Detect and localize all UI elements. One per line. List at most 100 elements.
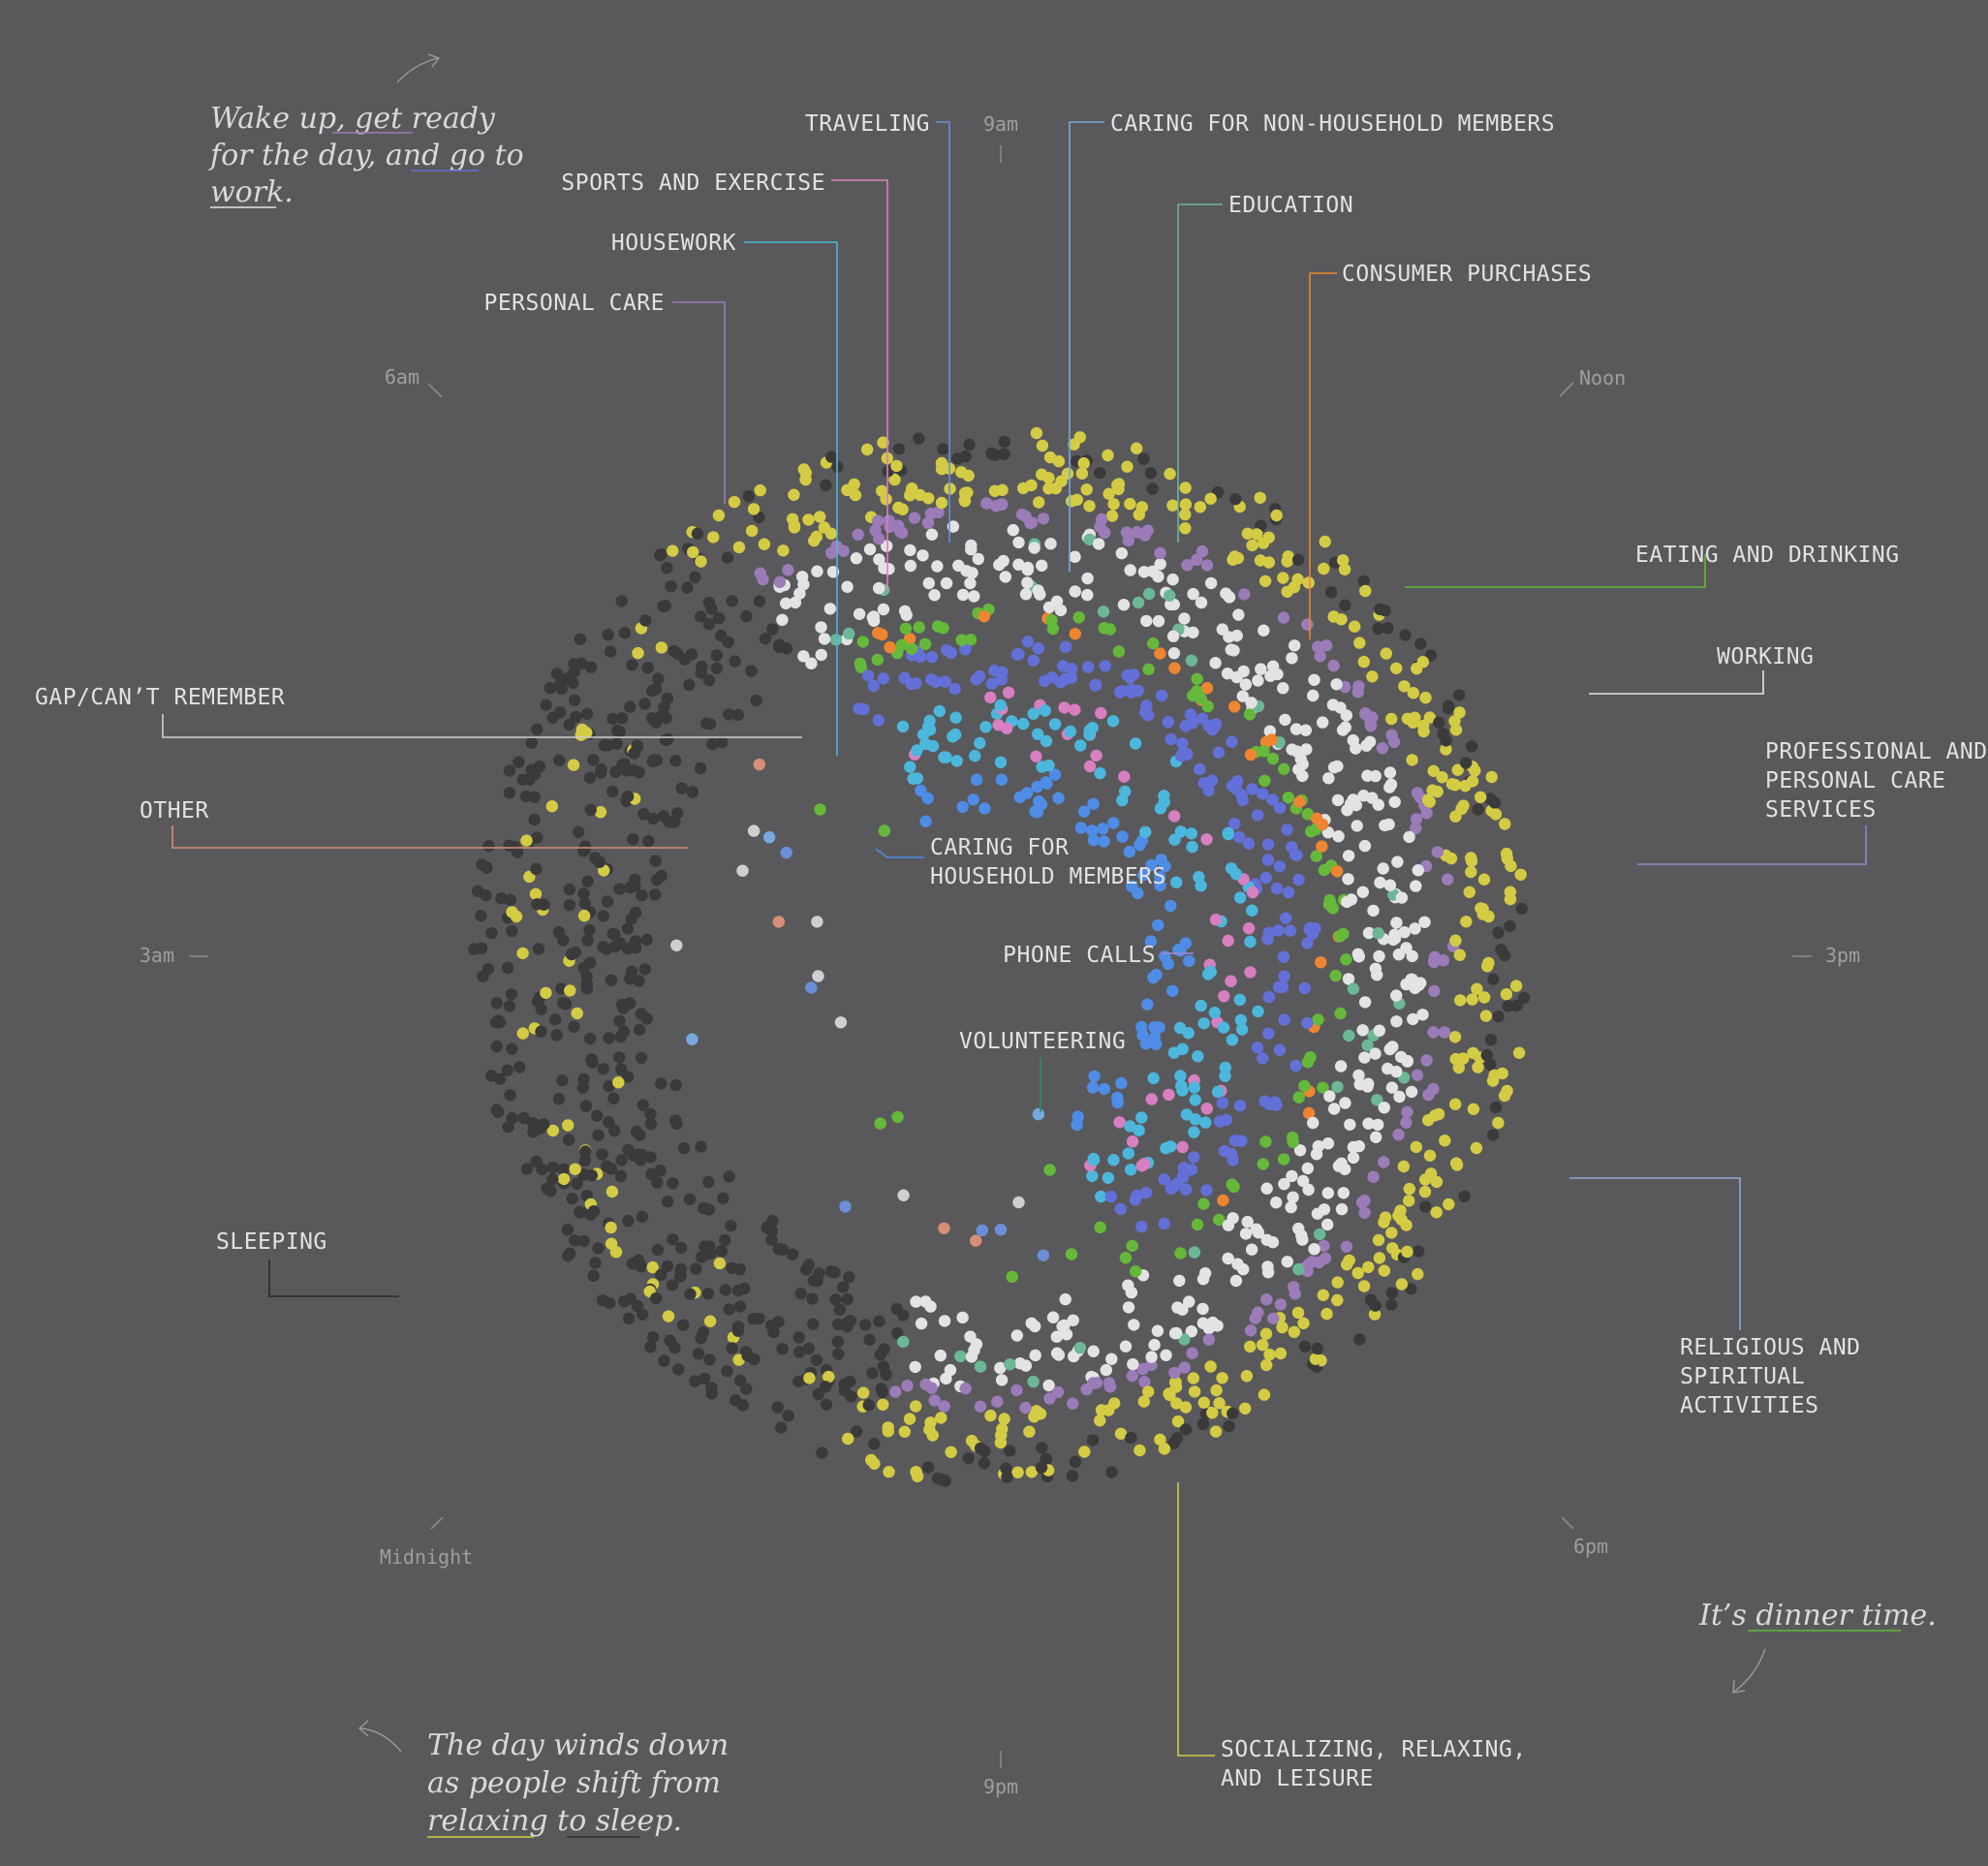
dot-2361 (841, 1292, 854, 1306)
dot-1683 (1033, 496, 1045, 509)
dot-665 (1124, 1120, 1136, 1133)
dot-2145 (1355, 1197, 1369, 1209)
dot-1390 (1395, 1278, 1409, 1291)
dot-325 (1279, 713, 1291, 727)
dot-150 (1178, 1361, 1191, 1374)
dot-412 (1102, 449, 1114, 462)
dot-1359 (1200, 1184, 1213, 1197)
dot-2578 (1052, 792, 1065, 804)
dot-1916 (841, 1320, 854, 1333)
dot-2376 (531, 723, 544, 735)
dot-2436 (965, 543, 978, 556)
dot-2329 (1036, 439, 1049, 452)
dot-1833 (503, 839, 515, 852)
dot-977 (1388, 795, 1401, 808)
dot-904 (1380, 647, 1393, 660)
dot-2458 (1078, 1446, 1091, 1458)
dot-2158 (587, 754, 600, 766)
dot-1122 (1069, 1455, 1082, 1469)
dot-2451 (1042, 472, 1055, 484)
dot-440 (1115, 1076, 1128, 1090)
dot-822 (1194, 501, 1207, 513)
dot-1979 (780, 846, 792, 859)
dot-1884 (938, 1315, 951, 1327)
dot-27 (710, 662, 724, 674)
dot-1499 (1152, 570, 1165, 583)
dot-1767 (1342, 873, 1354, 886)
dot-2226 (666, 1279, 679, 1291)
dot-2070 (910, 677, 922, 690)
dot-1919 (1176, 1303, 1189, 1316)
dot-1993 (812, 1387, 824, 1401)
dot-612 (1416, 1009, 1429, 1021)
dot-1149 (1090, 1377, 1103, 1389)
dot-2185 (1498, 949, 1511, 962)
dot-2284 (611, 724, 624, 737)
dot-636 (890, 459, 903, 473)
dot-2080 (996, 498, 1009, 511)
dot-7 (1331, 1080, 1344, 1094)
dot-2246 (1234, 891, 1247, 904)
dot-1699 (1465, 852, 1477, 864)
dot-1632 (996, 1422, 1009, 1436)
dot-1560 (1045, 614, 1058, 627)
dot-568 (1147, 1072, 1160, 1085)
dot-2266 (1489, 808, 1503, 821)
dot-1101 (578, 897, 591, 910)
dot-2559 (650, 874, 664, 886)
dot-1700 (510, 910, 523, 923)
dot-907 (563, 883, 576, 896)
dot-1564 (1504, 892, 1517, 906)
dot-1340 (638, 698, 651, 710)
dot-821 (1302, 1183, 1315, 1197)
dot-2365 (1148, 1338, 1161, 1352)
dot-1480 (823, 1370, 835, 1384)
dot-916 (938, 751, 950, 763)
dot-619 (1481, 960, 1494, 973)
dot-1729 (1331, 1293, 1344, 1307)
dot-842 (939, 675, 951, 688)
dot-2182 (659, 733, 672, 747)
dot-993 (963, 438, 976, 451)
dot-1588 (1405, 1085, 1418, 1099)
dot-1826 (904, 559, 917, 573)
dot-2098 (697, 1326, 709, 1339)
dot-1253 (994, 1361, 1007, 1375)
dot-237 (1234, 1013, 1248, 1027)
dot-1175 (1046, 1311, 1060, 1323)
dot-1684 (550, 668, 564, 680)
dot-835 (1163, 1088, 1175, 1102)
dot-2194 (1449, 1052, 1462, 1066)
dot-1426 (1273, 1043, 1287, 1056)
dot-2539 (492, 1105, 505, 1118)
dot-897 (831, 1335, 844, 1349)
dot-1132 (557, 997, 570, 1010)
dot-1505 (1377, 862, 1389, 875)
dot-917 (1137, 452, 1150, 465)
dot-1515 (733, 1300, 747, 1313)
dot-1233 (1277, 572, 1289, 584)
dot-2597 (979, 721, 992, 733)
dot-809 (1423, 1149, 1437, 1163)
dot-1018 (592, 1242, 605, 1255)
dot-1725 (922, 1461, 935, 1474)
dot-2481 (829, 1293, 842, 1306)
dot-1238 (622, 1312, 636, 1325)
dot-1045 (1145, 858, 1158, 872)
dot-1579 (544, 1185, 557, 1197)
dot-1188 (620, 764, 634, 777)
dot-1825 (1193, 871, 1205, 884)
dot-1738 (723, 708, 735, 721)
dot-2172 (1288, 1281, 1300, 1293)
dot-1908 (1242, 922, 1256, 935)
dot-1787 (773, 575, 787, 588)
tick-mark-midnight (430, 1516, 444, 1530)
dot-810 (1086, 824, 1099, 837)
dot-1670 (1266, 1236, 1280, 1249)
label-caring-household-line1: CARING FOR (930, 835, 1069, 860)
dot-1403 (999, 571, 1012, 583)
dot-1087 (645, 712, 659, 725)
dot-1623 (1168, 662, 1181, 674)
dot-1723 (1073, 431, 1087, 444)
dot-2393 (1343, 1254, 1355, 1267)
